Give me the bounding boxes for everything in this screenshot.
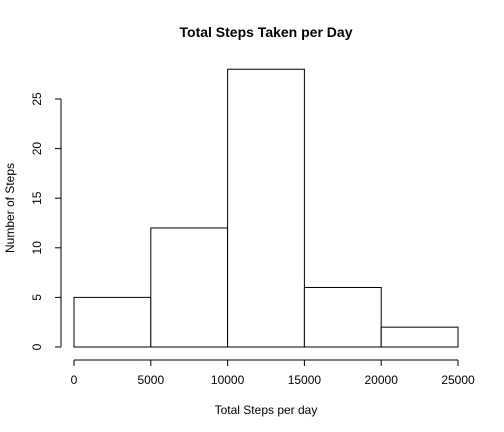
chart-title: Total Steps Taken per Day bbox=[180, 24, 353, 40]
y-axis: 0 5 10 15 20 25 bbox=[30, 92, 62, 350]
histogram-bar-2 bbox=[150, 227, 229, 348]
x-axis: 0 5000 10000 15000 20000 25000 bbox=[71, 359, 475, 387]
x-tick-label: 10000 bbox=[211, 373, 245, 387]
x-tick-label: 5000 bbox=[137, 373, 164, 387]
x-tick-label: 15000 bbox=[288, 373, 322, 387]
y-tick-label: 20 bbox=[30, 142, 44, 156]
x-axis-label: Total Steps per day bbox=[215, 403, 318, 417]
histogram-bar-4 bbox=[303, 286, 382, 348]
x-tick-label: 25000 bbox=[441, 373, 475, 387]
x-tick-label: 0 bbox=[71, 373, 78, 387]
y-tick-label: 25 bbox=[30, 92, 44, 106]
histogram-bar-1 bbox=[73, 296, 152, 348]
y-tick-label: 0 bbox=[30, 343, 44, 350]
y-tick-label: 5 bbox=[30, 294, 44, 301]
histogram-bar-5 bbox=[380, 326, 459, 348]
histogram-bar-3 bbox=[227, 68, 305, 348]
bars-group bbox=[73, 68, 459, 348]
y-tick-label: 15 bbox=[30, 191, 44, 205]
x-tick-label: 20000 bbox=[365, 373, 399, 387]
y-axis-label: Number of Steps bbox=[3, 163, 17, 253]
y-tick-label: 10 bbox=[30, 241, 44, 255]
